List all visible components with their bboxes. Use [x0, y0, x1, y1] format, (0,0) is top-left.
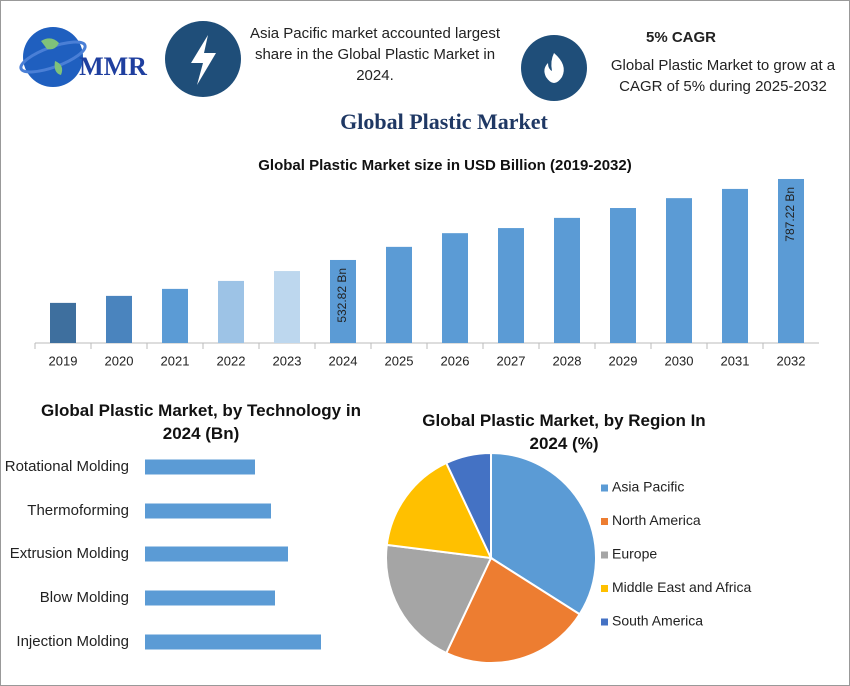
- x-tick-label: 2019: [49, 353, 78, 368]
- bar: [386, 246, 412, 343]
- x-tick-label: 2029: [609, 353, 638, 368]
- x-tick-label: 2023: [273, 353, 302, 368]
- legend-swatch: [601, 518, 608, 525]
- y-tick-label: Blow Molding: [39, 589, 129, 606]
- x-tick-label: 2024: [329, 353, 358, 368]
- bar: [554, 217, 580, 343]
- x-tick-label: 2028: [553, 353, 582, 368]
- bar: [722, 188, 748, 343]
- bar: [442, 233, 468, 343]
- legend-swatch: [601, 551, 608, 559]
- bar: [145, 634, 321, 650]
- bar: [610, 208, 636, 343]
- y-tick-label: Thermoforming: [27, 502, 129, 519]
- legend-label: North America: [612, 512, 701, 528]
- bar: [498, 228, 524, 343]
- x-tick-label: 2031: [721, 353, 750, 368]
- fact-text: Global Plastic Market to grow at a CAGR …: [610, 57, 836, 95]
- bar: [274, 271, 300, 343]
- bar: [145, 590, 275, 606]
- x-tick-label: 2022: [217, 353, 246, 368]
- chart-title: Global Plastic Market size in USD Billio…: [258, 157, 631, 174]
- pie: [385, 451, 597, 664]
- x-tick-label: 2020: [105, 353, 134, 368]
- y-tick-label: Extrusion Molding: [9, 545, 129, 562]
- x-tick-label: 2026: [441, 353, 470, 368]
- value-label: 532.82 Bn: [335, 268, 349, 323]
- legend-label: South America: [612, 613, 703, 629]
- x-tick-label: 2021: [161, 353, 190, 368]
- bar: [145, 503, 271, 519]
- y-tick-label: Rotational Molding: [4, 458, 129, 475]
- bar: [145, 459, 255, 475]
- x-tick-label: 2027: [497, 353, 526, 368]
- bolt-icon: [165, 21, 241, 97]
- logo-text: MMR: [79, 52, 147, 81]
- pie-slice: [385, 461, 493, 560]
- legend-label: Asia Pacific: [612, 479, 684, 495]
- chart-title: Global Plastic Market, by Region In 2024…: [422, 411, 706, 453]
- chart-title: Global Plastic Market, by Technology in …: [41, 401, 361, 443]
- flame-icon: [521, 35, 587, 101]
- bar: [330, 259, 356, 343]
- pie-slice: [385, 543, 493, 655]
- bar: [666, 198, 692, 343]
- main-title: Global Plastic Market: [340, 109, 548, 134]
- value-label: 787.22 Bn: [783, 187, 797, 242]
- bar: [145, 546, 288, 562]
- fact-text: Asia Pacific market accounted largest sh…: [249, 25, 501, 84]
- y-tick-label: Injection Molding: [16, 633, 129, 650]
- x-tick-label: 2025: [385, 353, 414, 368]
- legend-swatch: [601, 585, 608, 592]
- bar: [162, 288, 188, 343]
- pie-slice: [444, 451, 492, 559]
- bar: [218, 280, 244, 343]
- x-tick-label: 2032: [777, 353, 806, 368]
- logo: MMR: [19, 27, 147, 87]
- legend-label: Europe: [612, 546, 657, 562]
- bar: [50, 302, 76, 343]
- bar: [778, 178, 804, 343]
- legend-swatch: [601, 618, 608, 626]
- legend-label: Middle East and Africa: [612, 579, 752, 595]
- bar: [106, 295, 132, 343]
- x-tick-label: 2030: [665, 353, 694, 368]
- fact-title: 5% CAGR: [645, 29, 716, 46]
- legend-swatch: [601, 484, 608, 492]
